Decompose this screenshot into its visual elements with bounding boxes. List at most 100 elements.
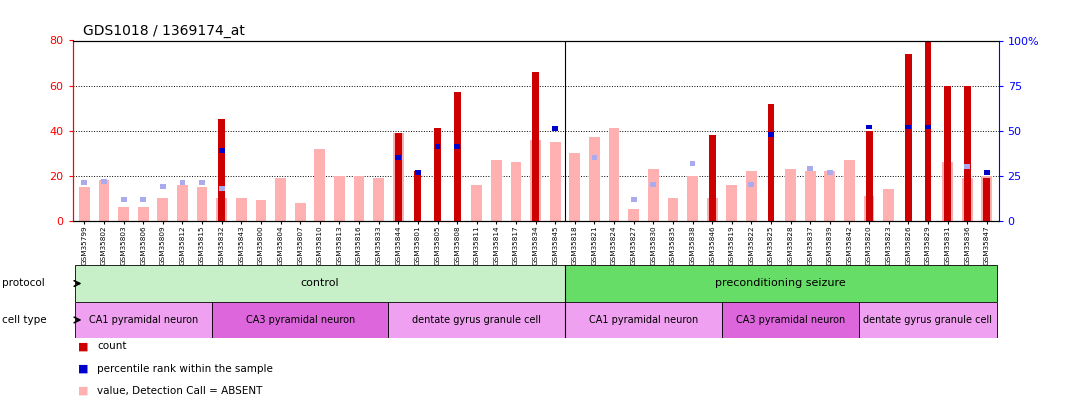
Bar — [395, 155, 402, 160]
Bar — [219, 186, 224, 191]
Text: count: count — [97, 341, 127, 351]
Bar — [866, 130, 873, 221]
Bar — [687, 176, 698, 221]
Text: control: control — [300, 279, 340, 288]
Bar — [101, 179, 107, 183]
Text: CA1 pyramidal neuron: CA1 pyramidal neuron — [89, 315, 198, 325]
Bar — [726, 185, 737, 221]
Text: ■: ■ — [78, 364, 89, 373]
Text: cell type: cell type — [2, 315, 47, 325]
Bar — [276, 178, 286, 221]
Bar — [866, 124, 873, 130]
Bar — [160, 184, 166, 189]
Bar — [707, 198, 718, 221]
Bar — [218, 119, 225, 221]
Bar — [255, 200, 266, 221]
Bar — [565, 302, 722, 338]
Bar — [827, 170, 833, 175]
Bar — [395, 133, 402, 221]
Text: CA1 pyramidal neuron: CA1 pyramidal neuron — [588, 315, 698, 325]
Bar — [530, 140, 541, 221]
Bar — [550, 142, 561, 221]
Bar — [532, 72, 539, 221]
Bar — [121, 196, 127, 202]
Bar — [138, 207, 148, 221]
Bar — [393, 133, 404, 221]
Bar — [631, 196, 637, 202]
Bar — [511, 162, 521, 221]
Bar — [314, 149, 325, 221]
Bar — [963, 85, 971, 221]
Bar — [454, 92, 460, 221]
Bar — [373, 178, 384, 221]
Bar — [435, 144, 440, 149]
Bar — [690, 160, 695, 166]
Bar — [609, 128, 619, 221]
Bar — [157, 198, 169, 221]
Bar — [650, 182, 656, 187]
Bar — [79, 187, 90, 221]
Bar — [81, 180, 88, 185]
Bar — [844, 160, 854, 221]
Text: preconditioning seizure: preconditioning seizure — [716, 279, 846, 288]
Bar — [883, 189, 894, 221]
Bar — [219, 148, 224, 153]
Bar — [140, 196, 146, 202]
Bar — [590, 137, 600, 221]
Bar — [860, 302, 996, 338]
Bar — [565, 265, 996, 302]
Bar — [389, 302, 565, 338]
Text: protocol: protocol — [2, 279, 45, 288]
Bar — [942, 162, 953, 221]
Bar — [98, 180, 109, 221]
Text: GDS1018 / 1369174_at: GDS1018 / 1369174_at — [83, 24, 246, 38]
Bar — [334, 176, 345, 221]
Bar — [199, 180, 205, 185]
Bar — [807, 166, 813, 171]
Bar — [434, 128, 441, 221]
Text: ■: ■ — [78, 386, 89, 396]
Bar — [944, 85, 951, 221]
Bar — [295, 202, 305, 221]
Bar — [569, 153, 580, 221]
Bar — [75, 265, 565, 302]
Bar — [211, 302, 389, 338]
Bar — [905, 54, 912, 221]
Bar — [414, 171, 422, 221]
Bar — [179, 180, 186, 185]
Bar — [648, 169, 659, 221]
Bar — [709, 135, 716, 221]
Bar — [805, 171, 816, 221]
Bar — [354, 176, 364, 221]
Bar — [722, 302, 860, 338]
Bar — [628, 209, 639, 221]
Text: percentile rank within the sample: percentile rank within the sample — [97, 364, 273, 373]
Bar — [119, 207, 129, 221]
Bar — [454, 144, 460, 149]
Bar — [925, 124, 931, 130]
Text: dentate gyrus granule cell: dentate gyrus granule cell — [863, 315, 992, 325]
Bar — [236, 198, 247, 221]
Bar — [768, 104, 774, 221]
Bar — [964, 164, 970, 169]
Bar — [197, 187, 207, 221]
Bar — [747, 171, 757, 221]
Bar — [668, 198, 678, 221]
Bar — [491, 160, 502, 221]
Bar — [75, 302, 211, 338]
Bar — [217, 198, 227, 221]
Bar — [824, 171, 835, 221]
Bar — [925, 4, 931, 221]
Bar — [592, 155, 597, 160]
Bar — [785, 169, 796, 221]
Bar — [981, 176, 992, 221]
Bar — [768, 132, 774, 137]
Bar — [864, 196, 875, 221]
Bar — [471, 185, 482, 221]
Bar — [749, 182, 754, 187]
Bar — [177, 185, 188, 221]
Bar — [906, 124, 911, 130]
Text: ■: ■ — [78, 341, 89, 351]
Text: dentate gyrus granule cell: dentate gyrus granule cell — [412, 315, 541, 325]
Bar — [984, 178, 990, 221]
